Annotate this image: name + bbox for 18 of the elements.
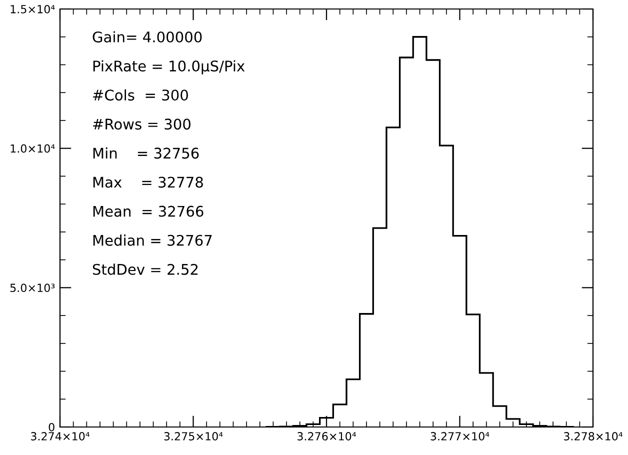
y-tick-label: 0 <box>48 422 54 432</box>
annotation: #Cols = 300 <box>93 89 188 101</box>
annotation: Max = 32778 <box>93 176 203 188</box>
annotation: Gain= 4.00000 <box>92 31 202 42</box>
annotation: Mean = 32766 <box>93 206 204 217</box>
annotation: Median = 32767 <box>93 234 212 246</box>
annotation: PixRate = 10.0μS/Pix <box>93 60 245 74</box>
annotation: Min = 32756 <box>93 147 199 159</box>
y-tick-label: 1.0×10⁴ <box>10 144 55 153</box>
x-tick-label: 3.277×10⁴ <box>430 432 490 440</box>
x-tick-label: 3.276×10⁴ <box>297 432 356 440</box>
x-tick-label: 3.274×10⁴ <box>30 432 90 440</box>
x-tick-label: 3.278×10⁴ <box>564 432 623 440</box>
annotation: StdDev = 2.52 <box>92 264 198 275</box>
x-tick-label: 3.275×10⁴ <box>164 432 223 440</box>
y-tick-label: 5.0×10³ <box>10 284 55 292</box>
y-tick-label: 1.5×10⁴ <box>10 4 55 14</box>
annotation: #Rows = 300 <box>93 118 190 130</box>
